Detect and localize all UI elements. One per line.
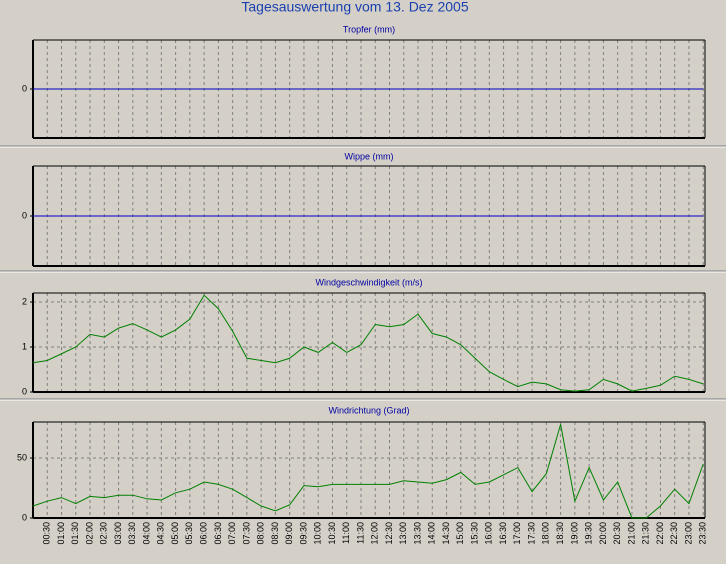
panel-title: Wippe (mm) [345,151,394,161]
x-tick-label: 04:00 [141,522,151,545]
x-tick-label: 00:30 [42,522,52,545]
x-tick-label: 20:00 [598,522,608,545]
x-tick-label: 06:00 [198,522,208,545]
panel-title: Windrichtung (Grad) [328,405,409,415]
x-tick-label: 13:30 [412,522,422,545]
x-tick-label: 16:00 [484,522,494,545]
x-tick-label: 02:30 [99,522,109,545]
y-tick-label: 0 [22,512,27,522]
x-tick-label: 23:30 [698,522,708,545]
x-tick-label: 01:30 [70,522,80,545]
panel-title: Tropfer (mm) [343,24,395,34]
panel-title: Windgeschwindigkeit (m/s) [315,277,422,287]
x-tick-label: 08:00 [256,522,266,545]
x-tick-label: 12:30 [384,522,394,545]
x-tick-label: 14:30 [441,522,451,545]
y-tick-label: 0 [22,210,27,220]
y-tick-label: 0 [22,83,27,93]
y-tick-label: 50 [17,452,27,462]
x-tick-label: 03:30 [127,522,137,545]
y-tick-label: 1 [22,341,27,351]
x-tick-label: 03:00 [113,522,123,545]
x-tick-label: 16:30 [498,522,508,545]
x-tick-label: 18:30 [555,522,565,545]
x-tick-label: 11:30 [355,522,365,544]
x-tick-label: 05:30 [184,522,194,545]
x-tick-label: 09:30 [298,522,308,545]
x-tick-label: 13:00 [398,522,408,545]
x-tick-label: 22:00 [655,522,665,545]
x-tick-label: 19:30 [584,522,594,545]
x-tick-label: 06:30 [213,522,223,545]
x-tick-label: 17:30 [526,522,536,545]
x-tick-label: 07:00 [227,522,237,545]
page-title: Tagesauswertung vom 13. Dez 2005 [241,0,468,15]
y-tick-label: 2 [22,296,27,306]
x-tick-label: 22:30 [669,522,679,545]
x-tick-label: 15:00 [455,522,465,545]
x-tick-label: 02:00 [84,522,94,545]
x-tick-label: 14:00 [427,522,437,545]
x-tick-label: 19:00 [569,522,579,545]
y-tick-label: 0 [22,386,27,396]
x-tick-label: 11:00 [341,522,351,544]
x-tick-label: 18:00 [541,522,551,545]
x-tick-label: 09:00 [284,522,294,545]
x-tick-label: 12:00 [370,522,380,545]
x-tick-label: 10:00 [313,522,323,545]
x-tick-label: 17:00 [512,522,522,545]
x-tick-label: 08:30 [270,522,280,545]
plot-area [33,293,705,392]
x-tick-label: 23:00 [683,522,693,545]
data-line [32,424,704,519]
x-tick-label: 04:30 [156,522,166,545]
data-line [32,294,704,392]
x-tick-label: 07:30 [241,522,251,545]
x-tick-label: 21:30 [641,522,651,545]
x-tick-label: 10:30 [327,522,337,545]
x-tick-label: 21:00 [626,522,636,545]
x-tick-label: 20:30 [612,522,622,545]
plot-area [33,422,705,518]
x-tick-label: 05:00 [170,522,180,545]
x-tick-label: 01:00 [56,522,66,545]
x-tick-label: 15:30 [469,522,479,545]
